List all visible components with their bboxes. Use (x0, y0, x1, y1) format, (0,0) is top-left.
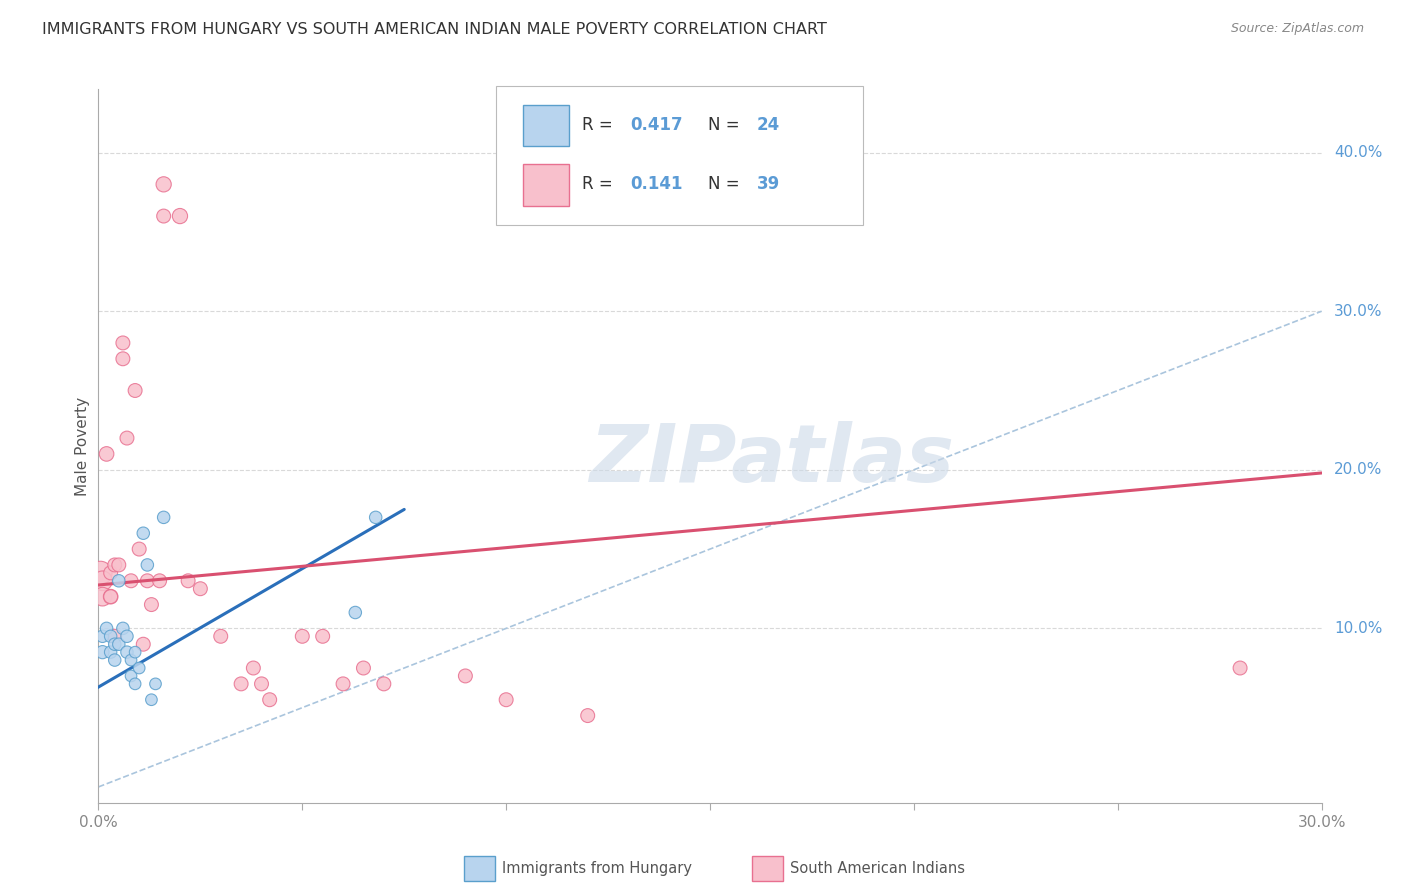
Point (120, 653, 142, 667)
Point (104, 629, 127, 643)
Point (373, 677, 395, 691)
Point (100, 645, 122, 659)
Text: Source: ZipAtlas.com: Source: ZipAtlas.com (1230, 22, 1364, 36)
Text: R =: R = (582, 175, 617, 193)
Point (352, 661, 374, 675)
Point (291, 629, 314, 643)
Text: N =: N = (707, 116, 744, 134)
Point (259, 692, 281, 706)
Point (111, 351, 134, 366)
Text: South American Indians: South American Indians (790, 862, 965, 876)
Point (91, 645, 114, 659)
Point (132, 637, 155, 651)
Point (104, 558, 127, 572)
Point (115, 645, 138, 659)
Point (145, 677, 167, 691)
Point (364, 510, 387, 524)
Text: ZIPatlas: ZIPatlas (589, 421, 953, 500)
Text: R =: R = (582, 116, 617, 134)
Point (188, 582, 212, 596)
Point (136, 574, 159, 588)
Text: 39: 39 (756, 175, 780, 193)
Point (104, 653, 127, 667)
Point (96, 447, 118, 461)
Point (576, 708, 599, 723)
Point (100, 566, 122, 580)
Point (120, 574, 142, 588)
Point (1229, 661, 1251, 675)
Point (242, 661, 264, 675)
Text: IMMIGRANTS FROM HUNGARY VS SOUTH AMERICAN INDIAN MALE POVERTY CORRELATION CHART: IMMIGRANTS FROM HUNGARY VS SOUTH AMERICA… (42, 22, 827, 37)
Point (108, 574, 131, 588)
Point (169, 209, 191, 223)
Text: 0.141: 0.141 (630, 175, 683, 193)
Point (152, 510, 174, 524)
Point (120, 669, 142, 683)
Point (89, 566, 111, 580)
FancyBboxPatch shape (496, 86, 863, 225)
Point (124, 677, 146, 691)
Point (111, 621, 134, 635)
Text: 24: 24 (756, 116, 780, 134)
Point (152, 178, 174, 192)
Text: 40.0%: 40.0% (1334, 145, 1382, 161)
Text: Immigrants from Hungary: Immigrants from Hungary (502, 862, 692, 876)
Point (108, 558, 131, 572)
Text: 0.417: 0.417 (630, 116, 683, 134)
Point (91, 629, 114, 643)
Text: 10.0%: 10.0% (1334, 621, 1382, 636)
Point (132, 526, 155, 541)
Point (91, 590, 114, 604)
Point (332, 677, 354, 691)
Point (124, 645, 146, 659)
Point (128, 542, 150, 557)
Point (209, 629, 232, 643)
Text: N =: N = (707, 175, 744, 193)
FancyBboxPatch shape (523, 105, 569, 146)
Text: 20.0%: 20.0% (1334, 462, 1382, 477)
Point (100, 590, 122, 604)
Point (152, 209, 174, 223)
Point (454, 669, 477, 683)
Point (177, 574, 200, 588)
Point (108, 637, 131, 651)
Point (344, 606, 367, 620)
Point (136, 558, 159, 572)
Point (128, 661, 150, 675)
Point (149, 574, 172, 588)
Point (96, 621, 118, 635)
Point (312, 629, 335, 643)
Point (115, 629, 138, 643)
Y-axis label: Male Poverty: Male Poverty (75, 396, 90, 496)
Point (231, 677, 253, 691)
Point (111, 335, 134, 350)
FancyBboxPatch shape (523, 164, 569, 205)
Point (495, 692, 517, 706)
Point (250, 677, 273, 691)
Point (91, 574, 114, 588)
Point (115, 431, 138, 445)
Point (104, 637, 127, 651)
Text: 30.0%: 30.0% (1334, 303, 1382, 318)
Point (100, 629, 122, 643)
Point (100, 590, 122, 604)
Point (141, 598, 163, 612)
Point (141, 692, 163, 706)
Point (124, 384, 146, 398)
